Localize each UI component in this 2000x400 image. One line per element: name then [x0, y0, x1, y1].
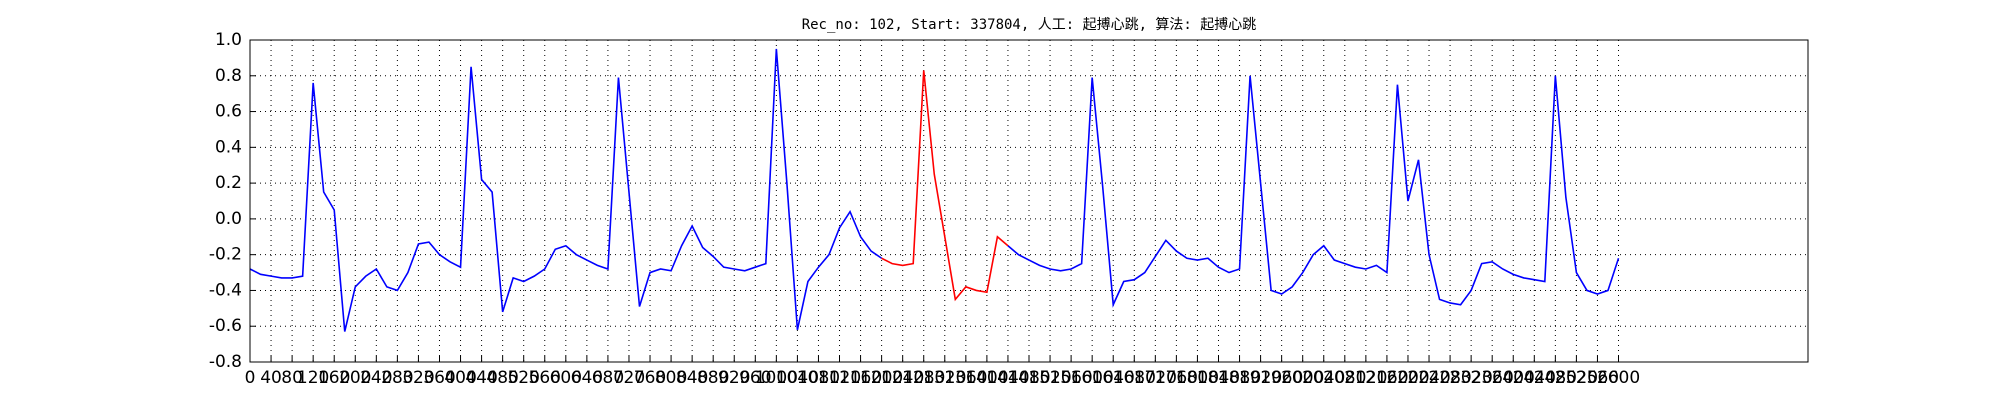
x-tick-label: 1800 — [1176, 368, 1219, 388]
x-tick-label: 1320 — [923, 368, 966, 388]
x-tick-label: 760 — [634, 368, 666, 388]
x-tick-label: 1200 — [860, 368, 903, 388]
x-tick-label: 2360 — [1471, 368, 1514, 388]
x-tick-label: 0 — [245, 368, 256, 388]
y-tick-label: 0.2 — [215, 173, 242, 193]
y-tick-label: -0.2 — [209, 245, 242, 265]
x-tick-label: 2440 — [1513, 368, 1556, 388]
x-tick-label: 280 — [381, 368, 413, 388]
x-tick-label: 600 — [550, 368, 582, 388]
x-tick-label: 2240 — [1407, 368, 1450, 388]
y-tick-label: 0.8 — [215, 66, 242, 86]
x-tick-label: 1840 — [1197, 368, 1240, 388]
x-tick-label: 2480 — [1534, 368, 1577, 388]
x-tick-label: 1920 — [1239, 368, 1282, 388]
x-tick-label: 640 — [571, 368, 603, 388]
x-tick-label: 2600 — [1597, 368, 1640, 388]
x-tick-label: 1520 — [1028, 368, 1071, 388]
y-tick-label: 1.0 — [215, 30, 242, 50]
x-tick-label: 560 — [529, 368, 561, 388]
x-tick-label: 1640 — [1092, 368, 1135, 388]
x-tick-label: 2040 — [1302, 368, 1345, 388]
x-tick-label: 1160 — [839, 368, 882, 388]
x-tick-label: 2200 — [1386, 368, 1429, 388]
y-tick-label: -0.4 — [209, 280, 242, 300]
x-tick-label: 2120 — [1344, 368, 1387, 388]
y-tick-label: 0.4 — [215, 137, 242, 157]
x-tick-label: 1120 — [818, 368, 861, 388]
x-tick-label: 2280 — [1428, 368, 1471, 388]
x-tick-label: 1600 — [1071, 368, 1114, 388]
x-tick-label: 1080 — [797, 368, 840, 388]
x-tick-label: 480 — [486, 368, 518, 388]
x-tick-label: 1960 — [1260, 368, 1303, 388]
x-tick-label: 2560 — [1576, 368, 1619, 388]
x-tick-label: 840 — [676, 368, 708, 388]
x-tick-label: 440 — [465, 368, 497, 388]
x-tick-label: 720 — [613, 368, 645, 388]
line-series — [881, 70, 1009, 302]
x-tick-label: 1280 — [902, 368, 945, 388]
line-series — [1007, 75, 1620, 308]
x-tick-label: 2320 — [1450, 368, 1493, 388]
x-tick-label: 2400 — [1492, 368, 1535, 388]
x-tick-label: 880 — [697, 368, 729, 388]
x-tick-label: 1400 — [965, 368, 1008, 388]
x-tick-label: 2000 — [1281, 368, 1324, 388]
x-tick-label: 1880 — [1218, 368, 1261, 388]
y-tick-label: 0.6 — [215, 102, 242, 122]
y-tick-label: 0.0 — [215, 209, 242, 229]
x-tick-label: 400 — [444, 368, 476, 388]
plot-frame — [249, 39, 1809, 363]
x-tick-label: 200 — [339, 368, 371, 388]
x-tick-label: 2520 — [1555, 368, 1598, 388]
x-tick-label: 960 — [739, 368, 771, 388]
line-series — [249, 48, 883, 332]
x-tick-label: 680 — [592, 368, 624, 388]
x-tick-label: 920 — [718, 368, 750, 388]
x-tick-label: 360 — [423, 368, 455, 388]
x-tick-label: 40 — [260, 368, 282, 388]
x-tick-label: 1560 — [1049, 368, 1092, 388]
x-tick-label: 160 — [318, 368, 350, 388]
x-tick-label: 1720 — [1134, 368, 1177, 388]
chart-title: Rec_no: 102, Start: 337804, 人工: 起搏心跳, 算法… — [802, 16, 1257, 33]
x-tick-label: 120 — [297, 368, 329, 388]
x-tick-label: 1240 — [881, 368, 924, 388]
x-tick-label: 2160 — [1365, 368, 1408, 388]
x-tick-label: 520 — [507, 368, 539, 388]
y-tick-label: -0.8 — [209, 352, 242, 372]
x-tick-label: 800 — [655, 368, 687, 388]
x-tick-label: 1000 — [755, 368, 798, 388]
x-tick-label: 240 — [360, 368, 392, 388]
x-tick-label: 80 — [281, 368, 303, 388]
x-tick-label: 1440 — [986, 368, 1029, 388]
x-tick-label: 1480 — [1007, 368, 1050, 388]
x-tick-label: 1040 — [776, 368, 819, 388]
y-tick-label: -0.6 — [209, 316, 242, 336]
x-tick-label: 1360 — [944, 368, 987, 388]
x-tick-label: 1680 — [1113, 368, 1156, 388]
x-tick-label: 2080 — [1323, 368, 1366, 388]
x-tick-label: 320 — [402, 368, 434, 388]
x-tick-label: 1760 — [1155, 368, 1198, 388]
